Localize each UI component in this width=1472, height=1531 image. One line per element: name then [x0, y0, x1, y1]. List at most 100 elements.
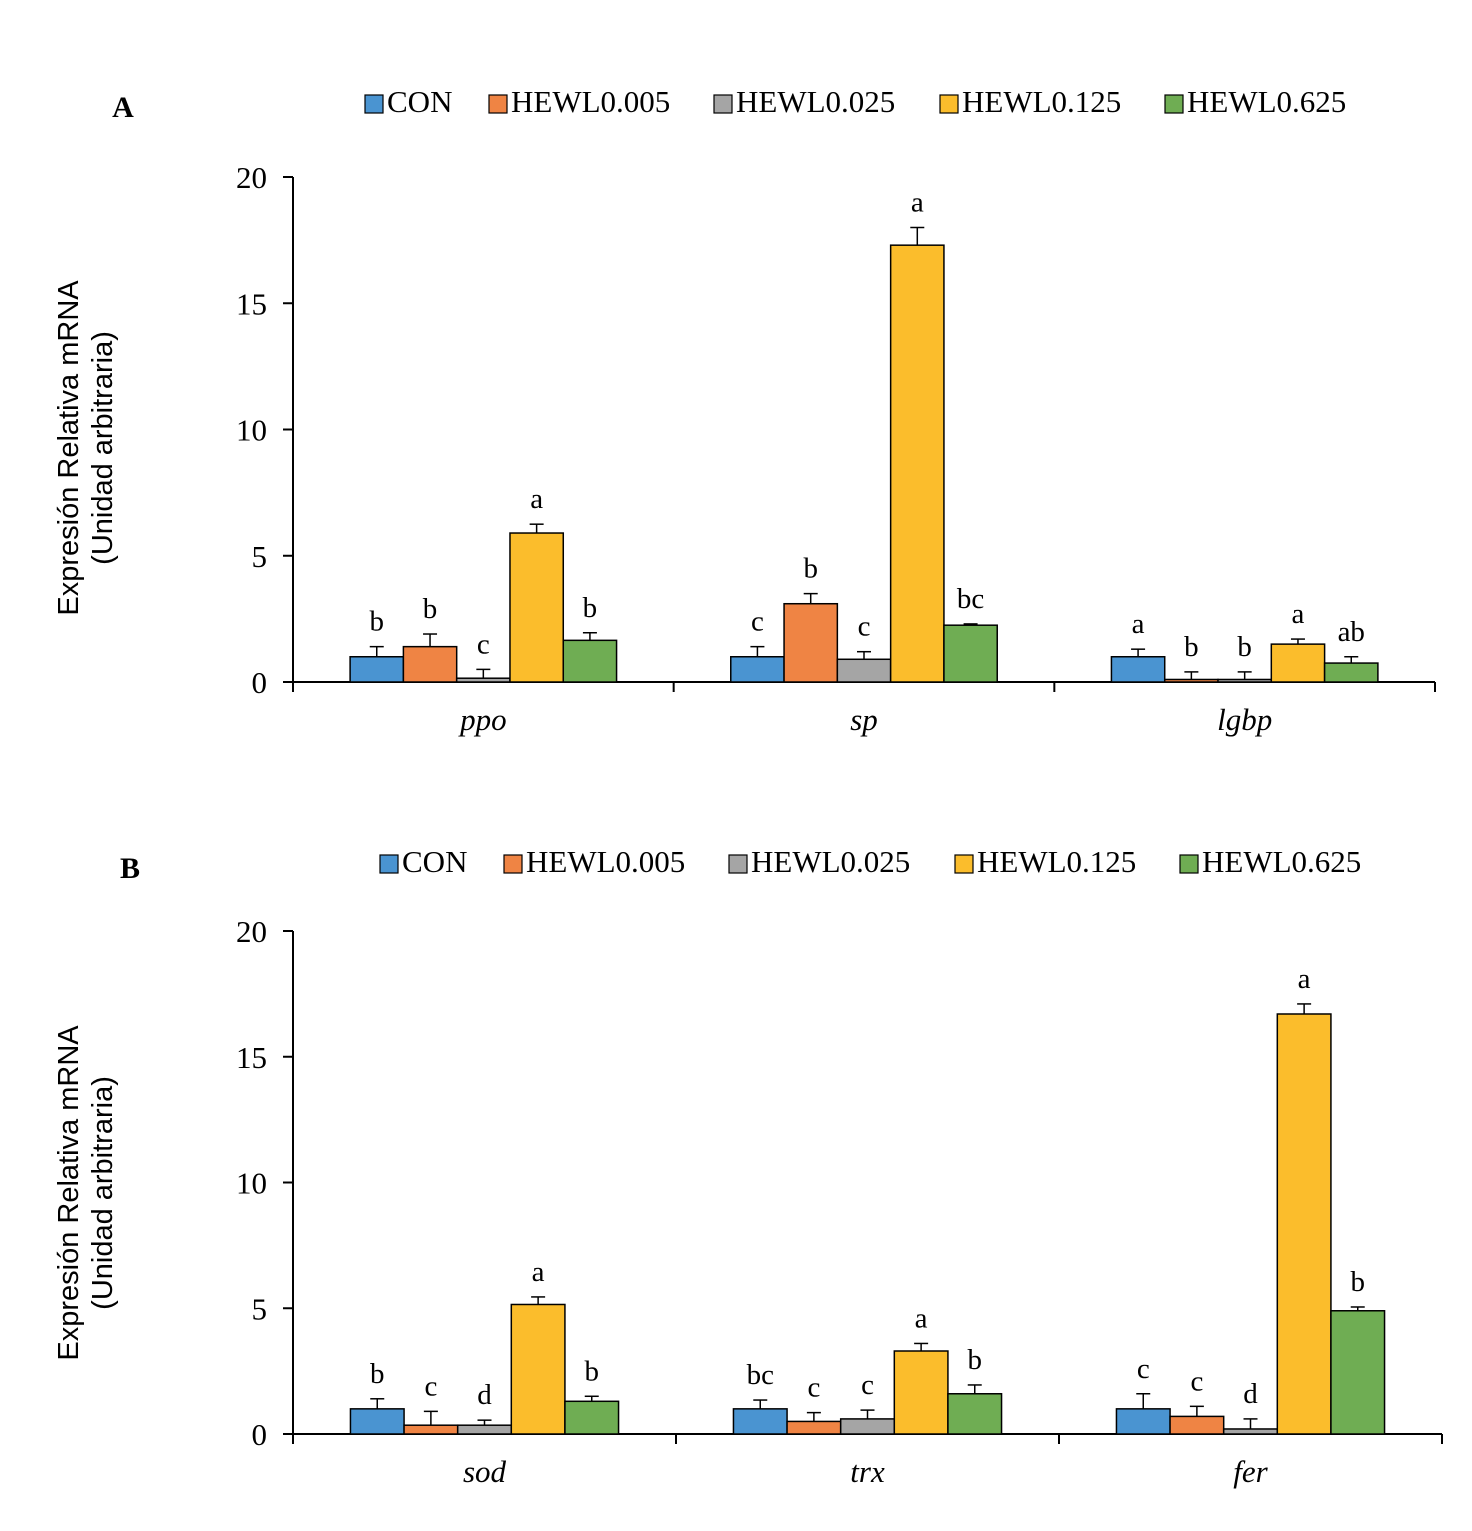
bar	[349, 1408, 405, 1435]
chart-panel-b: B CON HEWL0.005 HEWL0.025 HEWL0.125 HEWL0.625…	[53, 844, 1443, 1489]
bar	[1330, 1310, 1386, 1435]
y-axis-label-line: (Unidad arbitraria)	[87, 1076, 119, 1310]
significance-letter: a	[1132, 608, 1145, 640]
significance-letter: b	[967, 1344, 982, 1376]
y-tick-label: 20	[236, 160, 267, 195]
significance-letter: b	[1350, 1266, 1365, 1298]
y-axis-label: Expresión Relativa mRNA(Unidad arbitrari…	[53, 280, 119, 616]
y-tick-label: 10	[236, 1166, 267, 1201]
significance-letter: b	[1184, 631, 1199, 663]
significance-letter: a	[911, 187, 924, 219]
category-label: sp	[850, 702, 878, 737]
significance-letter: c	[861, 1369, 874, 1401]
significance-letter: ab	[1338, 616, 1365, 648]
significance-letter: c	[477, 628, 490, 660]
legend-swatch-3	[939, 94, 959, 114]
y-tick-label: 20	[236, 914, 267, 949]
significance-letter: b	[370, 1358, 385, 1390]
bar	[839, 1418, 896, 1435]
bar	[564, 1400, 620, 1435]
legend-swatch-0	[364, 94, 384, 114]
significance-letter: b	[584, 1355, 599, 1387]
legend-swatch-0	[379, 854, 399, 874]
category-label: ppo	[458, 702, 507, 737]
bar	[1169, 1415, 1225, 1435]
bar	[1217, 678, 1273, 683]
bar	[349, 656, 405, 683]
legend-swatch-4	[1164, 94, 1184, 114]
significance-letter: c	[807, 1372, 820, 1404]
significance-letter: c	[1137, 1353, 1150, 1385]
bar	[1163, 678, 1219, 683]
legend-label-3: HEWL0.125	[977, 844, 1136, 879]
y-tick-label: 0	[252, 1417, 268, 1452]
significance-letter: a	[530, 483, 543, 515]
bar	[1115, 1408, 1171, 1435]
bar	[1270, 643, 1326, 683]
bar	[889, 244, 945, 683]
legend-label-2: HEWL0.025	[736, 84, 895, 119]
legend-swatch-1	[488, 94, 508, 114]
category-label: fer	[1233, 1454, 1268, 1489]
y-tick-label: 5	[252, 1291, 268, 1326]
significance-letter: b	[369, 606, 384, 638]
significance-letter: b	[1237, 631, 1252, 663]
y-tick-label: 15	[236, 286, 267, 321]
bar	[509, 532, 565, 683]
y-axis-label-line: Expresión Relativa mRNA	[53, 280, 85, 616]
significance-letter: c	[1190, 1365, 1203, 1397]
panel-letter: A	[112, 91, 134, 124]
bar	[783, 602, 839, 683]
legend-swatch-3	[954, 854, 974, 874]
significance-letter: c	[858, 611, 871, 643]
bar	[1323, 662, 1379, 683]
category-label: trx	[850, 1454, 885, 1489]
significance-letter: b	[423, 593, 438, 625]
significance-letter: c	[424, 1370, 437, 1402]
bar	[510, 1303, 566, 1435]
bar	[943, 624, 998, 683]
bar	[562, 639, 618, 683]
bar	[455, 677, 511, 683]
legend-swatch-2	[713, 94, 733, 114]
significance-letter: a	[1298, 963, 1311, 995]
significance-letter: b	[583, 592, 598, 624]
legend-swatch-4	[1179, 854, 1199, 874]
legend-label-0: CON	[387, 84, 452, 119]
y-axis-label-line: Expresión Relativa mRNA	[53, 1025, 85, 1361]
significance-letter: b	[803, 553, 818, 585]
significance-letter: a	[1292, 598, 1305, 630]
bar	[786, 1420, 842, 1435]
bar	[730, 656, 785, 683]
bar	[1222, 1428, 1279, 1435]
legend-label-4: HEWL0.625	[1202, 844, 1361, 879]
significance-letter: c	[751, 606, 764, 638]
bar	[1110, 656, 1166, 683]
y-axis-label-line: (Unidad arbitraria)	[87, 331, 119, 565]
bar	[456, 1424, 513, 1435]
category-label: sod	[463, 1454, 507, 1489]
legend-label-2: HEWL0.025	[751, 844, 910, 879]
category-label: lgbp	[1217, 702, 1272, 737]
chart-panel-a: A CON HEWL0.005 HEWL0.025 HEWL0.125 HEWL0.625…	[53, 84, 1436, 737]
legend-label-3: HEWL0.125	[962, 84, 1121, 119]
legend-label-4: HEWL0.625	[1187, 84, 1346, 119]
panel-letter: B	[120, 852, 140, 885]
bar	[402, 645, 458, 683]
significance-letter: a	[915, 1302, 928, 1334]
bar	[1276, 1013, 1332, 1435]
significance-letter: d	[477, 1379, 492, 1411]
y-tick-label: 5	[252, 539, 268, 574]
bar	[893, 1350, 949, 1435]
significance-letter: a	[532, 1256, 545, 1288]
legend-label-1: HEWL0.005	[526, 844, 685, 879]
significance-letter: bc	[957, 583, 984, 615]
y-tick-label: 0	[252, 665, 268, 700]
legend-swatch-1	[503, 854, 523, 874]
significance-letter: d	[1243, 1378, 1258, 1410]
bar	[403, 1424, 459, 1435]
legend-swatch-2	[728, 854, 748, 874]
legend-label-0: CON	[402, 844, 467, 879]
